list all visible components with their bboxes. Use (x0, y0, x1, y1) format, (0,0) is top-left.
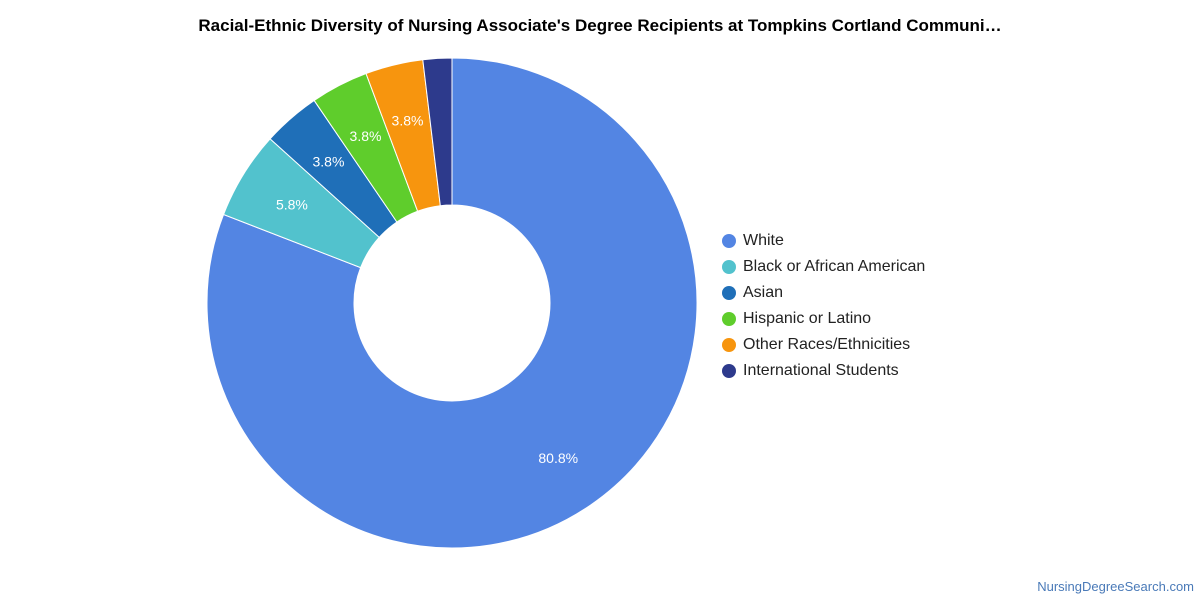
legend-swatch-icon (722, 286, 736, 300)
legend-item[interactable]: Hispanic or Latino (722, 306, 925, 332)
legend-swatch-icon (722, 234, 736, 248)
legend-item[interactable]: Black or African American (722, 254, 925, 280)
legend-item[interactable]: White (722, 228, 925, 254)
legend-item[interactable]: Other Races/Ethnicities (722, 332, 925, 358)
slice-label: 80.8% (538, 450, 578, 466)
slice-label: 5.8% (276, 196, 308, 212)
legend-swatch-icon (722, 260, 736, 274)
legend-swatch-icon (722, 338, 736, 352)
slice-labels: 80.8% 5.8% 3.8% 3.8% 3.8% (276, 112, 578, 466)
slice-label: 3.8% (350, 128, 382, 144)
slice-white[interactable] (206, 57, 698, 549)
slice-international-students[interactable] (422, 57, 453, 207)
legend-swatch-icon (722, 364, 736, 378)
chart-title: Racial-Ethnic Diversity of Nursing Assoc… (198, 16, 1002, 35)
legend: White Black or African American Asian Hispa… (722, 228, 925, 384)
donut-slices (206, 57, 698, 549)
legend-label: International Students (743, 362, 899, 379)
slice-label: 3.8% (392, 112, 424, 128)
legend-swatch-icon (722, 312, 736, 326)
legend-label: White (743, 232, 784, 249)
legend-item[interactable]: Asian (722, 280, 925, 306)
legend-label: Asian (743, 284, 784, 301)
legend-label: Other Races/Ethnicities (743, 336, 911, 353)
legend-item[interactable]: International Students (722, 358, 925, 384)
source-link[interactable]: NursingDegreeSearch.com (1037, 579, 1194, 594)
legend-label: Black or African American (743, 258, 926, 275)
slice-label: 3.8% (312, 153, 344, 169)
legend-label: Hispanic or Latino (743, 310, 872, 327)
